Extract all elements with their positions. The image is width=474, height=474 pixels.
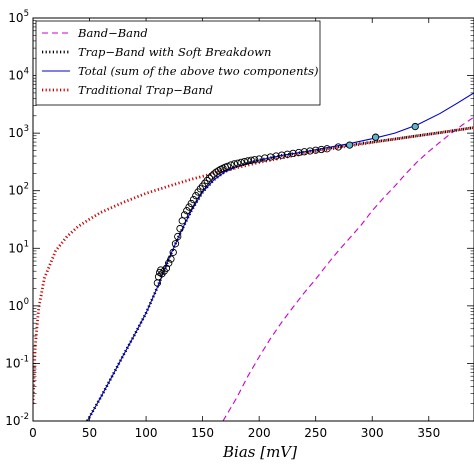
x-tick-label: 350 — [417, 426, 440, 440]
x-tick-label: 300 — [361, 426, 384, 440]
data-point — [174, 232, 182, 241]
series-layer — [33, 92, 474, 421]
y-tick-label: 103 — [8, 124, 29, 140]
data-point — [345, 141, 354, 149]
data-point — [300, 148, 309, 156]
data-point — [250, 156, 259, 164]
data-point — [317, 145, 325, 154]
data-point — [247, 156, 255, 164]
data-point — [237, 158, 245, 167]
data-point — [208, 172, 216, 180]
marker-layer — [153, 122, 419, 287]
data-point — [180, 211, 189, 219]
data-point — [171, 240, 180, 248]
x-axis-ticks: 0 50 100 150 200 250 300 350 — [29, 18, 440, 440]
y-axis-ticks: 10-2 10-1 100 101 102 103 104 105 — [5, 9, 474, 428]
data-point — [183, 207, 191, 215]
x-tick-label: 0 — [29, 426, 37, 440]
data-point — [167, 255, 175, 263]
data-point — [261, 154, 269, 162]
data-point — [223, 162, 232, 171]
data-point — [295, 148, 303, 157]
series-line-trap-band-with-soft-breakdown — [86, 126, 474, 421]
legend: Band−Band Trap−Band with Soft Breakdown To… — [35, 20, 321, 106]
data-point — [176, 224, 184, 233]
y-tick-label: 101 — [8, 239, 29, 255]
x-tick-label: 50 — [82, 426, 97, 440]
data-point — [192, 192, 200, 200]
data-point — [230, 160, 238, 168]
data-point — [165, 259, 173, 267]
series-line-traditional-trap-band — [33, 126, 474, 404]
data-point — [189, 195, 198, 204]
data-point — [234, 159, 242, 167]
y-tick-label: 10-1 — [5, 354, 29, 370]
x-tick-label: 100 — [135, 426, 158, 440]
y-tick-label: 100 — [8, 297, 29, 313]
plot-frame — [32, 17, 474, 422]
data-point — [283, 150, 292, 158]
legend-label: Band−Band — [77, 26, 148, 40]
data-point — [411, 122, 419, 131]
data-point — [205, 174, 214, 182]
data-point — [169, 248, 177, 257]
x-tick-label: 150 — [191, 426, 214, 440]
data-point — [244, 157, 252, 165]
data-point — [266, 153, 275, 161]
series-line-band-band — [222, 116, 474, 421]
data-point — [289, 149, 297, 158]
legend-label: Traditional Trap−Band — [78, 83, 213, 97]
data-point — [312, 146, 320, 154]
data-point — [158, 270, 166, 278]
data-point — [272, 152, 280, 160]
data-point — [306, 147, 314, 155]
data-point — [178, 217, 186, 225]
x-axis-label: Bias [mV] — [222, 443, 297, 461]
series-line-total-sum-of-the-above-two-components — [86, 92, 474, 421]
legend-box — [35, 20, 321, 106]
data-point — [255, 155, 263, 163]
legend-label: Total (sum of the above two components) — [78, 64, 319, 78]
data-point — [162, 264, 171, 272]
data-point — [201, 179, 209, 187]
data-point — [371, 133, 380, 141]
y-tick-label: 105 — [8, 9, 29, 25]
data-point — [334, 143, 342, 151]
data-point — [240, 157, 249, 166]
data-point — [278, 151, 286, 159]
data-point — [185, 203, 193, 211]
x-tick-label: 200 — [248, 426, 271, 440]
data-point — [227, 161, 235, 169]
y-tick-label: 104 — [8, 67, 29, 83]
data-point — [203, 176, 211, 185]
data-point — [323, 145, 331, 153]
data-point — [187, 199, 195, 208]
y-tick-label: 102 — [8, 182, 29, 198]
y-tick-label: 10-2 — [5, 412, 29, 428]
data-point — [214, 167, 223, 175]
x-tick-label: 250 — [304, 426, 327, 440]
data-point — [196, 185, 205, 193]
legend-label: Trap−Band with Soft Breakdown — [78, 45, 271, 59]
